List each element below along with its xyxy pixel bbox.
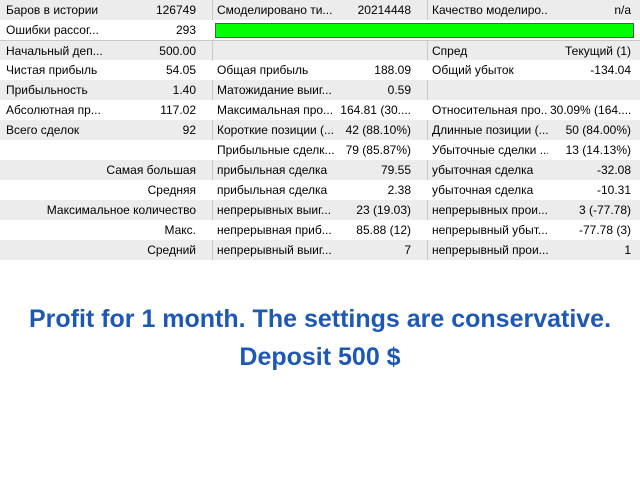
label-expected-payoff: Матожидание выиг... <box>217 83 332 97</box>
column-separator <box>212 160 213 180</box>
label-largest: Самая большая <box>106 163 196 177</box>
report-row-average-consecutive: Средний непрерывный выиг... 7 непрерывны… <box>0 240 640 260</box>
report-row-total-trades: Всего сделок 92 Короткие позиции (... 42… <box>0 120 640 140</box>
value-absolute-drawdown: 117.02 <box>160 103 196 117</box>
value-average-profit-trade: 2.38 <box>387 183 411 197</box>
label-spread: Спред <box>432 44 468 58</box>
report-row-average: Средняя прибыльная сделка 2.38 убыточная… <box>0 180 640 200</box>
value-average-consecutive-wins: 7 <box>404 243 411 257</box>
report-row-net-profit: Чистая прибыль 54.05 Общая прибыль 188.0… <box>0 60 640 80</box>
value-consecutive-losses: 3 (-77.78) <box>578 203 631 217</box>
value-largest-loss-trade: -32.08 <box>596 163 631 177</box>
column-separator <box>427 240 428 260</box>
label-consecutive-profit: непрерывная приб... <box>217 223 332 237</box>
label-average-profit-trade: прибыльная сделка <box>217 183 328 197</box>
label-relative-drawdown: Относительная про... <box>432 103 548 117</box>
value-mismatched-errors: 293 <box>175 23 196 37</box>
label-largest-profit-trade: прибыльная сделка <box>217 163 328 177</box>
value-relative-drawdown: 30.09% (164.... <box>550 103 631 117</box>
report-row-maximal: Макс. непрерывная приб... 85.88 (12) неп… <box>0 220 640 240</box>
promo-caption: Profit for 1 month. The settings are con… <box>0 300 640 376</box>
report-row-drawdown: Абсолютная пр... 117.02 Максимальная про… <box>0 100 640 120</box>
label-bars-in-history: Баров в истории <box>6 3 99 17</box>
label-largest-loss-trade: убыточная сделка <box>432 163 534 177</box>
label-initial-deposit: Начальный деп... <box>6 44 103 58</box>
label-average: Средняя <box>147 183 196 197</box>
value-short-positions: 42 (88.10%) <box>345 123 411 137</box>
label-consecutive-loss: непрерывный убыт... <box>432 223 548 237</box>
column-separator <box>212 80 213 100</box>
column-separator <box>427 41 428 61</box>
column-separator <box>212 120 213 140</box>
label-long-positions: Длинные позиции (... <box>432 123 548 137</box>
report-row-largest: Самая большая прибыльная сделка 79.55 уб… <box>0 160 640 180</box>
modelling-quality-bar <box>215 23 634 38</box>
value-average-consecutive-losses: 1 <box>624 243 631 257</box>
label-short-positions: Короткие позиции (... <box>217 123 335 137</box>
report-row-max-consecutive: Максимальное количество непрерывных выиг… <box>0 200 640 220</box>
label-gross-loss: Общий убыток <box>432 63 514 77</box>
value-average-loss-trade: -10.31 <box>596 183 631 197</box>
label-mismatched-errors: Ошибки рассог... <box>6 23 99 37</box>
caption-line-2: Deposit 500 $ <box>239 343 401 371</box>
label-profit-factor: Прибыльность <box>6 83 88 97</box>
report-row-profit-factor: Прибыльность 1.40 Матожидание выиг... 0.… <box>0 80 640 100</box>
column-separator <box>427 160 428 180</box>
value-total-trades: 92 <box>182 123 196 137</box>
value-loss-trades: 13 (14.13%) <box>565 143 631 157</box>
report-row-deposit: Начальный деп... 500.00 Спред Текущий (1… <box>0 40 640 61</box>
column-separator <box>427 0 428 20</box>
value-bars-in-history: 126749 <box>155 3 196 17</box>
value-largest-profit-trade: 79.55 <box>380 163 411 177</box>
label-maximum-consecutive: Максимальное количество <box>46 203 196 217</box>
value-ticks-modelled: 20214448 <box>357 3 411 17</box>
label-average-consecutive: Средний <box>147 243 196 257</box>
modelling-quality-bar-fill <box>216 24 633 37</box>
value-consecutive-profit: 85.88 (12) <box>356 223 411 237</box>
value-modelling-quality: n/a <box>614 3 631 17</box>
column-separator <box>427 80 428 100</box>
label-ticks-modelled: Смоделировано ти... <box>217 3 333 17</box>
report-row-profit-trades: Прибыльные сделк... 79 (85.87%) Убыточны… <box>0 140 640 160</box>
label-maximal: Макс. <box>164 223 196 237</box>
value-net-profit: 54.05 <box>165 63 196 77</box>
label-loss-trades: Убыточные сделки ... <box>432 143 548 157</box>
value-consecutive-wins: 23 (19.03) <box>356 203 411 217</box>
report-row-bars: Баров в истории 126749 Смоделировано ти.… <box>0 0 640 20</box>
column-separator <box>212 240 213 260</box>
value-consecutive-loss: -77.78 (3) <box>578 223 631 237</box>
value-spread: Текущий (1) <box>565 44 631 58</box>
value-expected-payoff: 0.59 <box>387 83 411 97</box>
value-profit-trades: 79 (85.87%) <box>345 143 411 157</box>
label-net-profit: Чистая прибыль <box>6 63 98 77</box>
value-gross-profit: 188.09 <box>374 63 411 77</box>
label-consecutive-losses: непрерывных прои... <box>432 203 548 217</box>
label-average-loss-trade: убыточная сделка <box>432 183 534 197</box>
label-gross-profit: Общая прибыль <box>217 63 309 77</box>
label-modelling-quality: Качество моделиро... <box>432 3 548 17</box>
column-separator <box>212 41 213 61</box>
column-separator <box>212 200 213 220</box>
column-separator <box>427 120 428 140</box>
label-average-consecutive-losses: непрерывный прои... <box>432 243 548 257</box>
strategy-tester-report: Баров в истории 126749 Смоделировано ти.… <box>0 0 640 260</box>
label-consecutive-wins: непрерывных выиг... <box>217 203 332 217</box>
column-separator <box>427 200 428 220</box>
value-long-positions: 50 (84.00%) <box>565 123 631 137</box>
label-maximal-drawdown: Максимальная про... <box>217 103 334 117</box>
caption-line-1: Profit for 1 month. The settings are con… <box>28 305 612 333</box>
label-profit-trades: Прибыльные сделк... <box>217 143 335 157</box>
value-profit-factor: 1.40 <box>172 83 196 97</box>
report-row-mismatch: Ошибки рассог... 293 <box>0 20 640 40</box>
label-absolute-drawdown: Абсолютная пр... <box>6 103 101 117</box>
column-separator <box>212 0 213 20</box>
label-total-trades: Всего сделок <box>6 123 80 137</box>
value-maximal-drawdown: 164.81 (30.... <box>340 103 411 117</box>
label-average-consecutive-wins: непрерывный выиг... <box>217 243 332 257</box>
value-initial-deposit: 500.00 <box>159 44 196 58</box>
value-gross-loss: -134.04 <box>590 63 631 77</box>
